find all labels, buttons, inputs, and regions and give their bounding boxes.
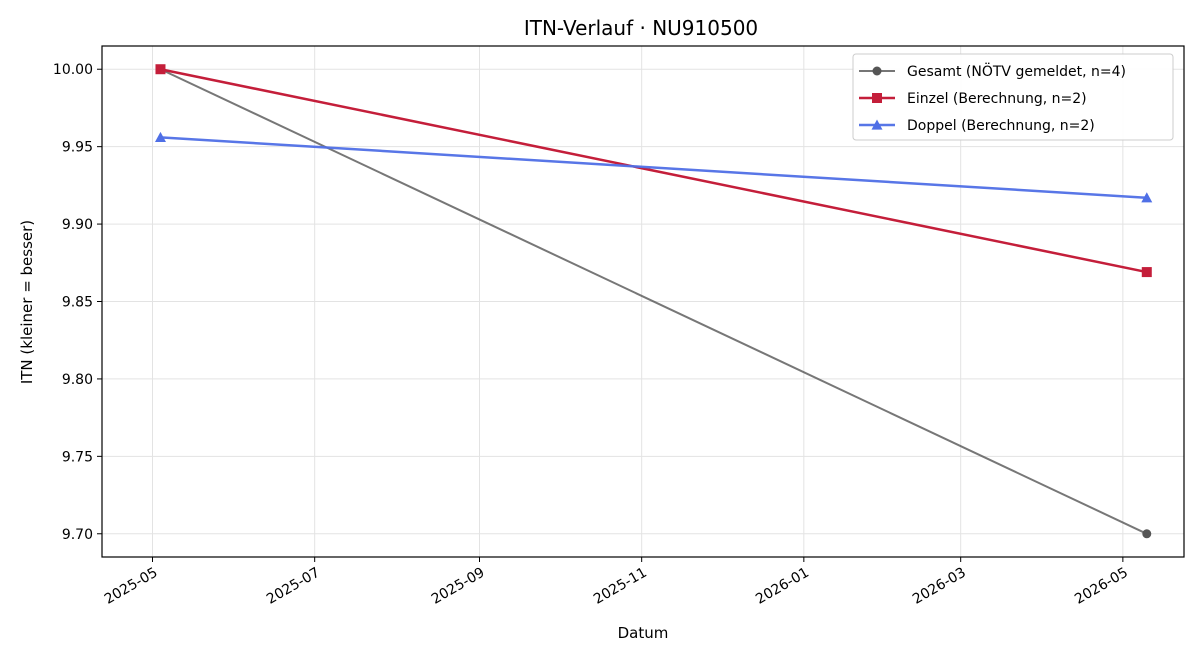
y-tick-label: 9.95	[62, 140, 93, 156]
y-tick-label: 9.90	[62, 217, 93, 233]
y-tick-label: 9.80	[62, 372, 93, 388]
legend-label: Einzel (Berechnung, n=2)	[907, 91, 1087, 107]
x-axis: 2025-05 2025-07 2025-09 2025-11 2026-01 2026-…	[102, 557, 1131, 608]
point-marker	[1141, 267, 1152, 278]
series-2	[155, 64, 1152, 278]
series-line	[160, 68, 1148, 274]
point-marker	[155, 64, 166, 75]
x-tick-label: 2026-01	[753, 565, 812, 608]
x-axis-label: Datum	[618, 624, 669, 642]
y-tick-label: 9.70	[62, 527, 93, 543]
legend-entry: Einzel (Berechnung, n=2)	[859, 91, 1087, 107]
point-marker	[1141, 192, 1153, 203]
series-line	[160, 136, 1147, 199]
x-tick-label: 2026-03	[910, 565, 969, 608]
point-marker	[871, 119, 883, 130]
legend: Gesamt (NÖTV gemeldet, n=4) Einzel (Berec…	[852, 53, 1174, 141]
series-3	[154, 131, 1153, 203]
y-tick-label: 9.75	[62, 449, 93, 465]
legend-box	[852, 53, 1174, 141]
chart-title: ITN-Verlauf · NU910500	[524, 16, 758, 40]
x-tick-label: 2025-07	[264, 565, 323, 608]
x-tick-label: 2025-05	[102, 565, 161, 608]
x-tick-label: 2025-11	[591, 565, 650, 608]
x-tick-label: 2026-05	[1072, 565, 1131, 608]
point-marker	[154, 131, 166, 143]
point-marker	[1142, 529, 1152, 539]
y-axis: 9.70 9.75 9.80 9.85 9.90 9.95 10.00	[53, 62, 102, 543]
series-layer	[154, 64, 1153, 539]
legend-label: Doppel (Berechnung, n=2)	[907, 118, 1095, 134]
y-axis-label: ITN (kleiner = besser)	[18, 220, 36, 384]
legend-entry: Gesamt (NÖTV gemeldet, n=4)	[859, 62, 1126, 80]
y-tick-label: 10.00	[53, 62, 93, 78]
legend-entry: Doppel (Berechnung, n=2)	[859, 118, 1095, 134]
point-marker	[872, 66, 882, 76]
point-marker	[872, 93, 882, 103]
x-tick-label: 2025-09	[429, 565, 488, 608]
legend-label: Gesamt (NÖTV gemeldet, n=4)	[907, 62, 1126, 80]
y-tick-label: 9.85	[62, 295, 93, 311]
